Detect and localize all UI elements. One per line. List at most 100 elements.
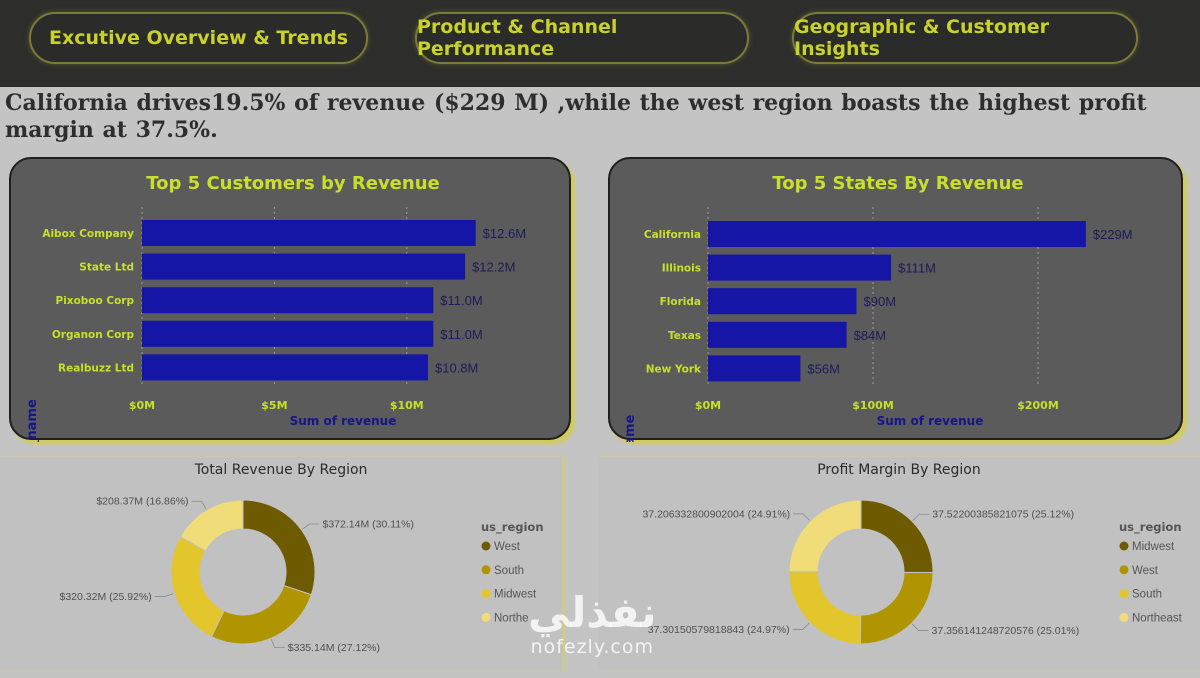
data-label: 37.356141248720576 (25.01%) [932,625,1080,637]
leader-line [154,593,174,597]
leader-line [191,500,207,510]
data-label: $10.8M [435,360,478,375]
data-label: $111M [898,261,936,276]
bar [142,287,434,314]
top-states-bar-chart: Top 5 States By Revenue $0M $100M $200M Cali… [623,173,1133,499]
legend-item: West [1132,565,1159,577]
data-label: $335.14M (27.12%) [288,642,380,654]
chart-title: Profit Margin By Region [817,462,981,478]
category-label: Pixoboo Corp [56,295,135,307]
top-navigation-bar: Excutive Overview & Trends Product & Cha… [0,0,1200,87]
chart-title: Total Revenue By Region [194,462,368,478]
legend-item: West [494,541,521,553]
chart-title: Top 5 Customers by Revenue [146,173,439,194]
revenue-region-panel: Total Revenue By Region $372.14M (30.11%)… [0,457,562,670]
bar [142,220,476,246]
legend-marker [1119,612,1129,622]
x-tick-label: $5M [261,399,287,412]
category-label: Texas [668,330,701,342]
data-label: $11.0M [440,293,482,308]
bar [142,253,466,280]
y-axis-title: state_name [623,414,638,442]
profit-region-panel: Profit Margin By Region 37.52200385821075… [598,457,1200,670]
bar [142,320,434,347]
customers-chart-card: Top 5 Customers by Revenue $0M $5M $10M Aibo… [9,157,571,515]
x-tick-label: $100M [852,399,894,412]
donut-slice [788,571,862,645]
bar [142,354,428,381]
category-label: Aibox Company [42,228,134,240]
bar [708,254,892,281]
category-label: State Ltd [79,262,134,274]
states-chart-card: Top 5 States By Revenue $0M $100M $200M Cali… [608,157,1183,499]
category-label: Illinois [662,263,701,275]
tab-geographic-customer-insights[interactable]: Geographic & Customer Insights [792,12,1138,64]
data-label: $372.14M (30.11%) [323,519,414,531]
donut-slice [170,536,225,638]
legend-title: us_region [481,520,544,535]
profit-margin-by-region-donut: Profit Margin By Region 37.52200385821075… [642,462,1183,645]
y-axis-title: customer_name [25,399,40,442]
tab-product-channel-performance[interactable]: Product & Channel Performance [415,12,749,64]
data-label: $84M [854,328,887,343]
x-axis-title: Sum of revenue [290,414,397,428]
watermark: نفذلي nofezly.com [528,588,657,659]
headline-insight: California drives19.5% of revenue ($229 … [5,90,1147,143]
legend-marker [1119,541,1129,551]
tab-executive-overview[interactable]: Excutive Overview & Trends [29,12,368,64]
watermark-arabic: نفذلي [528,588,657,637]
data-label: 37.52200385821075 (25.12%) [932,509,1074,521]
x-tick-label: $0M [695,399,721,412]
data-label: 37.30150579818843 (24.97%) [648,624,790,636]
legend-item: Northe [494,612,529,624]
chart-title: Top 5 States By Revenue [772,173,1023,194]
donut-slice [179,499,244,552]
leader-line [793,513,810,521]
legend-marker [1119,565,1129,575]
data-label: $208.37M (16.86%) [96,496,188,508]
category-label: Florida [660,296,701,308]
bar [708,288,857,315]
x-tick-label: $200M [1017,399,1059,412]
legend-item: Northeast [1132,612,1183,624]
data-label: $11.0M [440,327,482,342]
bar [708,355,801,382]
data-label: $320.32M (25.92%) [59,591,151,603]
donut-slice [859,571,934,645]
donut-slice [788,499,862,573]
category-label: Organon Corp [52,329,135,341]
category-label: New York [646,363,702,375]
legend-item: South [1132,589,1162,601]
category-label: California [644,229,701,241]
x-tick-label: $0M [129,399,155,412]
x-tick-label: $10M [390,399,424,412]
leader-line [911,623,929,631]
legend-item: Midwest [1132,541,1175,553]
data-label: 37.206332800902004 (24.91%) [642,508,790,520]
category-label: Realbuzz Ltd [58,362,134,374]
legend-marker [481,589,491,599]
x-axis-title: Sum of revenue [877,414,984,428]
data-label: $12.2M [472,260,515,275]
legend-item: Midwest [494,589,537,601]
legend-marker [481,541,491,551]
data-label: $56M [807,361,840,376]
bar [708,221,1086,247]
leader-line [792,622,810,630]
legend-title: us_region [1119,520,1182,535]
legend-marker [481,565,491,575]
donut-slice [210,584,312,645]
top-customers-bar-chart: Top 5 Customers by Revenue $0M $5M $10M Aibo… [25,173,526,515]
legend-item: South [494,565,524,577]
leader-line [270,639,285,648]
data-label: $90M [864,294,897,309]
data-label: $229M [1093,227,1133,242]
watermark-latin: nofezly.com [530,636,654,658]
leader-line [301,523,320,530]
bar [708,321,847,348]
donut-slice [242,499,316,596]
legend-marker [481,612,491,622]
revenue-by-region-donut: Total Revenue By Region $372.14M (30.11%)… [59,462,544,654]
donut-slice [860,499,934,574]
data-label: $12.6M [483,226,526,241]
